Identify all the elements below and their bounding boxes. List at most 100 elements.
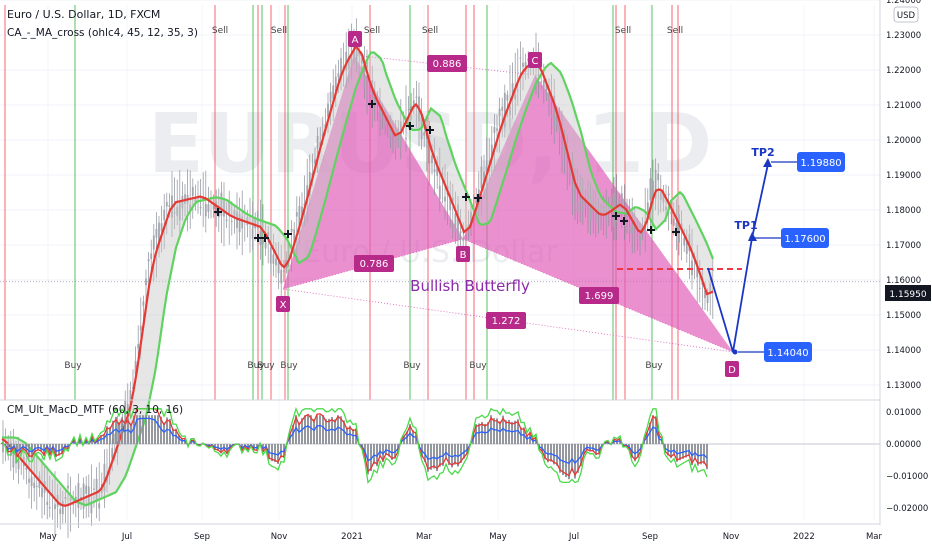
tp2-label: TP2	[751, 146, 774, 159]
candle-body	[173, 212, 176, 214]
candle-body	[704, 290, 706, 299]
macd-histogram-bar	[490, 415, 492, 444]
macd-histogram-bar	[448, 444, 450, 465]
macd-histogram-bar	[349, 425, 351, 444]
candle-body	[28, 478, 30, 483]
candle-body	[41, 487, 43, 498]
macd-histogram-bar	[703, 444, 705, 464]
candle-body	[301, 206, 303, 220]
macd-legend[interactable]: CM_Ult_MacD_MTF (60, 3, 10, 16)	[7, 404, 183, 416]
macd-histogram-bar	[352, 429, 354, 444]
macd-histogram-bar	[571, 444, 573, 472]
macd-histogram-bar	[307, 415, 309, 444]
macd-histogram-bar	[391, 444, 393, 460]
candle-body	[683, 238, 686, 246]
candle-body	[584, 200, 587, 207]
candle-body	[550, 114, 553, 118]
current-price-badge	[885, 285, 931, 301]
candle-body	[160, 223, 163, 232]
macd-histogram-bar	[145, 415, 147, 444]
indicator-legend[interactable]: CA_-_MA_cross (ohlc4, 45, 12, 35, 3)	[7, 27, 198, 39]
candle-body	[711, 269, 714, 271]
point-d-label: D	[728, 365, 736, 376]
candle-body	[594, 202, 597, 223]
macd-histogram-bar	[460, 444, 462, 463]
macd-histogram-bar	[112, 420, 114, 444]
candle-body	[537, 74, 540, 77]
candle-body	[615, 219, 618, 222]
candle-body	[332, 85, 335, 99]
candle-body	[514, 94, 517, 100]
candle-body	[2, 439, 4, 453]
candle-body	[464, 239, 467, 241]
candle-body	[165, 201, 168, 207]
candle-body	[111, 448, 114, 459]
macd-histogram-bar	[151, 415, 153, 444]
price-tick: 1.18000	[886, 206, 921, 216]
price-tick: 1.24000	[886, 0, 921, 6]
macd-histogram-bar	[139, 415, 141, 444]
candle-body	[540, 81, 543, 83]
macd-histogram-bar	[568, 444, 570, 480]
xab-triangle	[283, 55, 463, 289]
macd-histogram-bar	[553, 444, 555, 465]
candle-body	[142, 301, 145, 306]
candle-body	[545, 82, 548, 94]
ratio-bd: 1.699	[585, 291, 614, 302]
macd-histogram-bar	[319, 415, 321, 444]
candle-body	[600, 208, 602, 212]
candle-body	[69, 497, 72, 501]
candle-body	[548, 92, 550, 99]
candle-body	[449, 193, 452, 210]
tp1-price-badge	[781, 228, 829, 248]
candle-body	[163, 209, 166, 221]
currency-label: USD	[897, 11, 916, 21]
current-price: 1.15950	[889, 290, 926, 300]
ratio-bd-badge	[579, 287, 619, 304]
candle-body	[17, 459, 20, 470]
candle-body	[685, 241, 688, 254]
candle-body	[522, 62, 524, 67]
candle-body	[498, 108, 501, 116]
point-c-badge	[528, 52, 542, 68]
candle-body	[98, 503, 101, 509]
candle-body	[576, 200, 579, 213]
candle-body	[405, 137, 407, 139]
entry-price-badge	[764, 342, 812, 362]
macd-histogram-bar	[115, 416, 117, 444]
candle-body	[176, 206, 179, 216]
price-scale[interactable]: USD 1.15950	[885, 6, 931, 301]
buy-label: Buy	[469, 361, 487, 371]
ratio-ac: 0.886	[433, 59, 462, 70]
candle-body	[46, 501, 49, 505]
candle-body	[467, 224, 470, 229]
candle-body	[665, 206, 667, 211]
tp1-price: 1.17600	[784, 234, 825, 245]
candle-body	[412, 100, 415, 109]
candle-body	[384, 120, 387, 126]
candle-body	[371, 80, 374, 88]
macd-histogram-bar	[682, 444, 684, 459]
projection: TP1 TP2 1.17600 1.19880 1.14040	[617, 146, 845, 362]
ratio-xb-badge	[354, 255, 394, 272]
buy-label: Buy	[247, 361, 265, 371]
macd-tick: −0.02000	[886, 504, 928, 514]
sell-label: Sell	[271, 26, 287, 36]
time-tick: 2021	[341, 532, 363, 542]
macd-histogram-bar	[322, 415, 324, 444]
candle-body	[106, 476, 108, 483]
macd-histogram-bar	[574, 444, 576, 479]
macd-histogram-bar	[373, 444, 375, 465]
candle-body	[672, 218, 675, 226]
symbol-title[interactable]: Euro / U.S. Dollar, 1D, FXCM	[7, 8, 160, 21]
candle-body	[444, 196, 446, 202]
macd-histogram-bar	[511, 421, 513, 444]
macd-histogram-bar	[556, 444, 558, 466]
candle-body	[667, 193, 670, 196]
candle-body	[241, 216, 244, 229]
macd-histogram-bar	[487, 422, 489, 444]
tp2-price: 1.19880	[800, 158, 841, 169]
candle-body	[147, 259, 150, 262]
